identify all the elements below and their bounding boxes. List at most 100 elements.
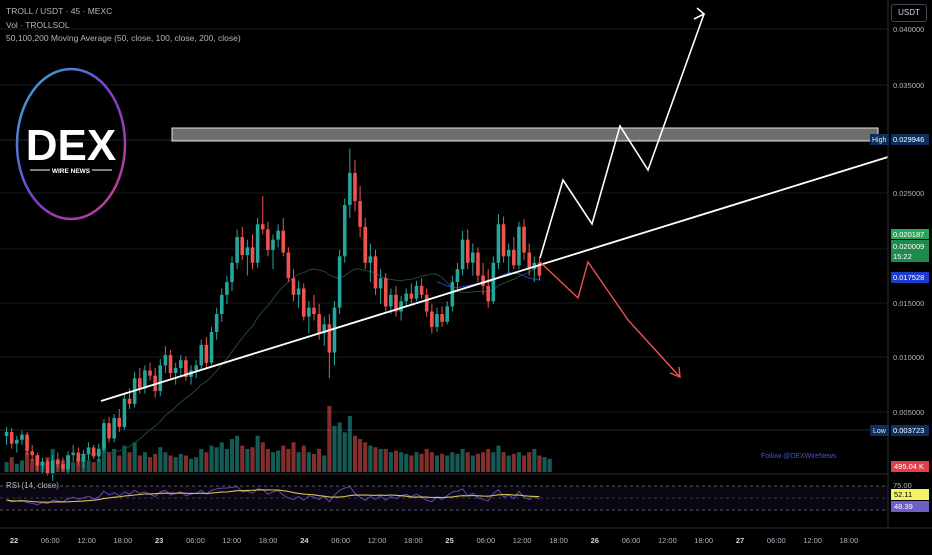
ma-value-tag <box>891 272 929 283</box>
bullish-projection[interactable] <box>539 13 705 259</box>
price-tick: 0.035000 <box>893 81 924 90</box>
volume-bar <box>393 450 399 472</box>
bearish-projection[interactable] <box>539 260 681 378</box>
moving-average-legend[interactable]: 50,100,200 Moving Average (50, close, 10… <box>6 33 241 43</box>
volume-bar <box>101 442 106 472</box>
volume-bar <box>71 462 76 472</box>
rsi-value-a: 52.11 <box>894 490 912 499</box>
candle-body <box>389 294 393 307</box>
time-tick: 06:00 <box>477 536 496 545</box>
candle-body <box>322 324 327 334</box>
time-tick: 06:00 <box>41 536 60 545</box>
candle-body <box>424 294 429 312</box>
volume-bar <box>465 452 470 472</box>
volume-bar <box>219 442 224 472</box>
price-tick: 0.010000 <box>893 353 924 362</box>
candle-body <box>143 370 147 389</box>
time-tick: 06:00 <box>331 536 350 545</box>
volume-bar <box>342 432 347 472</box>
candle-body <box>378 278 383 289</box>
candle-body <box>481 275 485 286</box>
volume-bar <box>506 455 511 472</box>
resistance-zone[interactable] <box>171 127 879 142</box>
volume-bar <box>373 447 378 472</box>
rsi-label: RSI (14, close) <box>6 481 59 490</box>
volume-bar <box>188 458 194 472</box>
volume-bar <box>296 452 301 472</box>
rsi-level-value: 75.00 <box>893 481 912 490</box>
candle-body <box>512 249 516 266</box>
volume-bar <box>96 458 101 472</box>
volume-bar <box>199 448 204 472</box>
price-tick: 0.040000 <box>893 25 924 34</box>
volume-bar <box>378 448 383 472</box>
candle-body <box>337 256 342 308</box>
volume-bar <box>352 435 358 472</box>
candle-body <box>501 224 506 257</box>
volume-bar <box>245 448 250 472</box>
candle-body <box>276 230 280 240</box>
candle-body <box>301 288 306 317</box>
candle-body <box>20 434 24 440</box>
candle-body <box>527 252 531 270</box>
volume-bar <box>235 435 240 472</box>
volume-bar <box>383 448 388 472</box>
volume-bar <box>450 452 455 472</box>
volume-bar <box>363 442 368 472</box>
candle-body <box>117 417 122 427</box>
volume-bar <box>429 452 434 472</box>
volume-bar <box>86 460 91 472</box>
volume-bar <box>173 457 178 472</box>
time-axis[interactable]: 22 06:00 12:00 18:00 23 06:00 12:00 18:00 24 06:0… <box>10 536 858 545</box>
candle-body <box>373 256 378 289</box>
candle-body <box>45 461 50 474</box>
volume-legend[interactable]: Vol · TROLLSOL <box>6 20 70 30</box>
candle-body <box>163 355 168 366</box>
volume-bar <box>368 445 373 472</box>
volume-bar <box>404 453 409 472</box>
rsi-signal-line <box>6 489 540 503</box>
volume-bar <box>501 452 506 472</box>
candle-body <box>178 360 183 368</box>
ma-50-line <box>78 266 540 456</box>
time-tick: 12:00 <box>368 536 387 545</box>
volume-bar <box>481 452 486 472</box>
candle-body <box>245 247 250 256</box>
candle-body <box>25 434 29 452</box>
volume-bar <box>547 458 552 472</box>
candle-body <box>348 172 352 206</box>
last-price: 0.020009 <box>893 242 924 251</box>
time-tick: 12:00 <box>658 536 677 545</box>
volume-bar <box>14 463 19 472</box>
price-tick: 0.005000 <box>893 408 924 417</box>
symbol-title[interactable]: TROLL / USDT · 45 · MEXC <box>6 6 113 16</box>
support-trendline[interactable] <box>100 156 889 402</box>
volume-bar <box>265 448 270 472</box>
candle-body <box>214 314 219 333</box>
volume-bar <box>137 455 142 472</box>
volume-bar <box>522 455 527 472</box>
candle-body <box>194 365 198 371</box>
volume-bar <box>281 445 286 472</box>
candle-body <box>173 367 178 374</box>
high-value: 0.029946 <box>893 135 924 144</box>
candlestick-series <box>4 148 542 481</box>
candle-body <box>486 285 490 302</box>
currency-unit-button[interactable]: USDT <box>891 4 927 22</box>
candle-body <box>71 452 75 456</box>
price-axis[interactable]: 0.040000 0.035000 0.025000 0.015000 0.01… <box>893 25 924 417</box>
candle-body <box>66 455 70 470</box>
time-tick: 06:00 <box>186 536 205 545</box>
last-price-tag <box>891 240 929 262</box>
candle-body <box>255 224 260 263</box>
rsi-value-a-tag <box>891 489 929 500</box>
candle-body <box>522 226 526 253</box>
volume-bar <box>511 453 516 472</box>
candle-body <box>291 278 296 295</box>
volume-bar <box>445 455 450 472</box>
candle-body <box>96 448 101 457</box>
volume-bar <box>255 435 260 472</box>
bullish-arrowhead <box>693 7 706 20</box>
